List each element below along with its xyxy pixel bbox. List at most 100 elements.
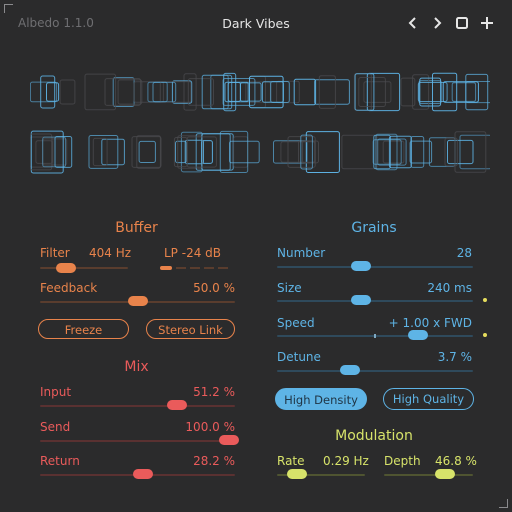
- grain-rect: [186, 136, 217, 168]
- number-slider[interactable]: [351, 261, 372, 271]
- filter-mode-step: [204, 267, 214, 269]
- grain-rect: [341, 134, 378, 170]
- depth-track[interactable]: [384, 474, 473, 476]
- send-track[interactable]: [40, 440, 235, 442]
- feedback-slider[interactable]: [127, 296, 148, 306]
- grain-rect: [358, 77, 386, 107]
- speed-slider[interactable]: [408, 330, 429, 340]
- filter-mode-selector[interactable]: [160, 266, 235, 270]
- grain-rect: [293, 78, 317, 106]
- feedback-label: Feedback: [40, 281, 98, 295]
- filter-value: 404 Hz: [89, 246, 132, 260]
- next-preset-button[interactable]: [428, 13, 446, 33]
- number-value: 28: [456, 246, 472, 260]
- corner-mark-top-left: [4, 4, 13, 13]
- grain-rect: [184, 139, 204, 165]
- rate-track[interactable]: [277, 474, 365, 476]
- grain-rect: [138, 140, 156, 164]
- grain-rect: [444, 137, 458, 167]
- grain-rect: [219, 130, 249, 173]
- grain-rect: [428, 137, 456, 167]
- depth-value: 46.8 %: [435, 454, 477, 468]
- feedback-value: 50.0 %: [193, 281, 235, 295]
- detune-track[interactable]: [277, 370, 473, 372]
- grain-rect: [201, 74, 233, 110]
- grain-rect: [195, 133, 231, 171]
- grain-rect: [353, 73, 372, 111]
- app-version-label: Albedo 1.1.0: [18, 16, 94, 30]
- buffer-section-title: Buffer: [115, 220, 158, 236]
- speed-label: Speed: [277, 316, 315, 330]
- speed-value: + 1.00 x FWD: [388, 316, 472, 330]
- send-label: Send: [40, 420, 71, 434]
- grain-rect: [92, 137, 108, 167]
- grain-rect: [248, 75, 266, 109]
- filter-mode-value: LP -24 dB: [164, 246, 221, 260]
- grain-rect: [40, 75, 56, 109]
- grain-rect: [159, 81, 192, 103]
- rate-slider[interactable]: [287, 469, 308, 479]
- grain-rect: [372, 139, 402, 165]
- grain-rect: [88, 135, 119, 169]
- grain-rect: [136, 135, 161, 169]
- grain-rect: [30, 136, 54, 168]
- grain-rect: [432, 72, 458, 112]
- grain-rect: [239, 82, 262, 102]
- filter-mode-step: [160, 266, 172, 270]
- size-value: 240 ms: [427, 281, 472, 295]
- grain-rect: [175, 140, 187, 164]
- grain-rect: [300, 134, 313, 170]
- return-slider[interactable]: [133, 469, 154, 479]
- freeze-button[interactable]: Freeze: [38, 319, 129, 339]
- grain-rect: [133, 81, 164, 103]
- return-value: 28.2 %: [193, 454, 235, 468]
- grain-rect: [223, 72, 237, 112]
- high-quality-button[interactable]: High Quality: [383, 388, 474, 410]
- grain-rect: [373, 134, 391, 170]
- grain-rect: [354, 73, 375, 111]
- filter-mode-step: [190, 267, 200, 269]
- number-label: Number: [277, 246, 326, 260]
- grain-rect: [54, 136, 73, 168]
- detune-slider[interactable]: [339, 365, 360, 375]
- size-track[interactable]: [277, 300, 473, 302]
- grain-rect: [30, 130, 64, 174]
- depth-slider[interactable]: [434, 469, 455, 479]
- detune-value: 3.7 %: [437, 350, 472, 364]
- grain-rect: [375, 133, 398, 171]
- send-value: 100.0 %: [185, 420, 235, 434]
- grain-rect: [363, 81, 392, 103]
- grain-rect: [201, 133, 234, 171]
- window-button[interactable]: [453, 13, 471, 33]
- send-slider[interactable]: [219, 435, 240, 445]
- grain-rect: [419, 77, 442, 107]
- high-density-button[interactable]: High Density: [275, 388, 367, 410]
- grain-rect: [447, 139, 474, 165]
- grain-rect: [377, 138, 407, 166]
- chevron-left-icon: [408, 17, 416, 29]
- number-track[interactable]: [277, 266, 473, 268]
- grain-rect: [409, 140, 433, 164]
- add-preset-button[interactable]: [478, 13, 496, 33]
- grain-rect: [112, 77, 135, 107]
- grain-rect: [412, 74, 430, 110]
- stereo-link-button[interactable]: Stereo Link: [146, 319, 235, 339]
- resize-handle[interactable]: [499, 499, 508, 508]
- grain-rect: [171, 80, 193, 104]
- size-slider[interactable]: [351, 295, 372, 305]
- grain-rect: [417, 82, 448, 102]
- rate-value: 0.29 Hz: [323, 454, 369, 468]
- grain-rect: [273, 140, 308, 164]
- input-slider[interactable]: [166, 400, 187, 410]
- grain-rect: [400, 77, 416, 107]
- depth-label: Depth: [384, 454, 421, 468]
- grain-rect: [410, 136, 425, 168]
- grain-rect: [227, 82, 241, 102]
- previous-preset-button[interactable]: [404, 13, 422, 33]
- window-icon: [456, 17, 468, 29]
- filter-cutoff-slider[interactable]: [56, 263, 77, 273]
- grain-rect: [418, 80, 442, 104]
- grain-rect: [180, 131, 203, 173]
- input-track[interactable]: [40, 405, 235, 407]
- filter-cutoff-track[interactable]: [40, 267, 128, 269]
